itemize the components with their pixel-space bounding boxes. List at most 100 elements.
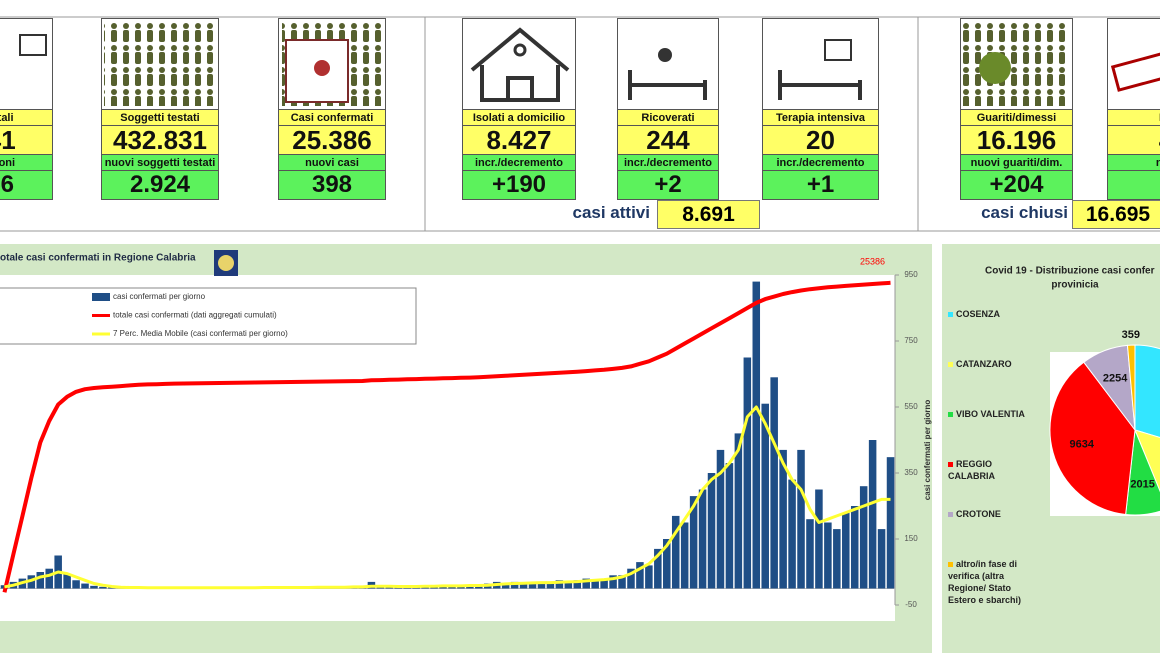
bar	[537, 581, 546, 589]
legend-label: totale casi confermati (dati aggregati c…	[113, 311, 277, 320]
bar	[877, 529, 886, 589]
bar	[287, 587, 295, 589]
card-label: Casi confermati	[278, 110, 386, 126]
bar	[815, 489, 823, 589]
kpi-card: Terapia intensiva 20 incr./decremento +1	[762, 18, 879, 200]
bar	[510, 581, 519, 589]
bar	[797, 449, 805, 589]
bar	[466, 585, 474, 589]
bar	[430, 585, 438, 589]
bar	[609, 575, 617, 589]
plot-area	[0, 275, 895, 621]
bar	[305, 587, 313, 589]
bar	[824, 522, 832, 589]
card-value: 432.831	[101, 126, 219, 155]
bar	[761, 403, 769, 589]
bar	[170, 587, 179, 589]
bar	[725, 463, 734, 589]
legend-label: REGGIO CALABRIA	[948, 459, 995, 481]
bar	[779, 449, 787, 589]
legend	[0, 287, 417, 345]
bar	[457, 585, 465, 589]
bar	[242, 587, 250, 589]
bar	[645, 565, 653, 589]
card-delta: +204	[960, 171, 1073, 200]
pie-subtitle: provinicia	[1051, 280, 1099, 291]
legend-entry: REGGIO CALABRIA	[948, 458, 1040, 482]
bar	[421, 585, 429, 589]
bar	[63, 573, 71, 589]
card-delta: +	[1107, 171, 1160, 200]
bar	[663, 539, 671, 589]
card-label: Terapia intensiva	[762, 110, 879, 126]
bar	[161, 587, 170, 589]
bar	[9, 581, 18, 589]
bar	[582, 578, 590, 589]
bar	[331, 587, 340, 589]
bar	[859, 486, 868, 589]
bar	[600, 578, 608, 589]
legend-swatch	[948, 362, 953, 368]
pie-slice	[1134, 429, 1160, 493]
legend-entry: COSENZA	[948, 308, 1040, 320]
summary-value: 8.691	[657, 200, 760, 229]
bar	[868, 440, 877, 589]
bar	[698, 489, 707, 589]
legend-label: 7 Perc. Media Mobile (casi confermati pe…	[113, 329, 288, 338]
pie-slice	[1083, 344, 1136, 432]
bar	[752, 281, 761, 589]
kpi-card: De4nuo+	[1107, 18, 1160, 200]
y-tick-label: 750	[904, 336, 918, 345]
pie-slice	[1126, 344, 1136, 431]
card-icon-box	[0, 18, 53, 110]
bar	[484, 583, 492, 589]
bar	[654, 548, 662, 589]
bar	[233, 587, 241, 589]
card-value: 25.386	[278, 126, 386, 155]
pie-label: 2254	[1103, 372, 1128, 384]
card-delta: 956	[0, 171, 53, 200]
y-tick-label: 150	[904, 534, 918, 543]
bar	[492, 581, 501, 589]
bar	[313, 587, 322, 589]
card-delta: +2	[617, 171, 719, 200]
bar	[627, 568, 635, 589]
bar	[412, 586, 420, 589]
card-label: Isolati a domicilio	[462, 110, 576, 126]
card-delta-label: incr./decremento	[462, 155, 576, 171]
y-tick-label: 950	[904, 270, 918, 279]
kpi-card: Soggetti testati 432.831 nuovi soggetti te…	[101, 18, 219, 200]
bar	[367, 581, 376, 589]
card-value: 244	[617, 126, 719, 155]
legend-swatch	[948, 412, 953, 418]
kpi-card: Isolati a domicilio 8.427 incr./decremento…	[462, 18, 576, 200]
legend-label: COSENZA	[956, 309, 1001, 319]
bar	[448, 585, 456, 589]
pie-slice	[1125, 429, 1160, 516]
bar	[99, 586, 107, 589]
card-icon-box	[960, 18, 1073, 110]
card-value: 4	[1107, 126, 1160, 155]
pie-label: 9634	[1069, 439, 1094, 451]
data-label: 25386	[860, 256, 885, 266]
bar	[134, 587, 143, 589]
bar	[18, 578, 27, 589]
bar	[716, 449, 725, 589]
bar	[546, 583, 555, 589]
summary-label: casi attivi	[572, 203, 651, 222]
y-tick-label: -50	[905, 600, 917, 609]
bar	[501, 583, 510, 589]
bar	[385, 586, 394, 589]
bar	[850, 506, 859, 589]
bar	[0, 585, 9, 589]
y-tick-label: 350	[904, 468, 918, 477]
bar	[833, 529, 841, 589]
bar	[143, 587, 152, 589]
bar	[618, 575, 626, 589]
legend-entry: CATANZARO	[948, 358, 1040, 370]
bar	[251, 587, 259, 589]
bar	[403, 586, 411, 589]
card-delta: 2.924	[101, 171, 219, 200]
bar	[117, 587, 125, 589]
